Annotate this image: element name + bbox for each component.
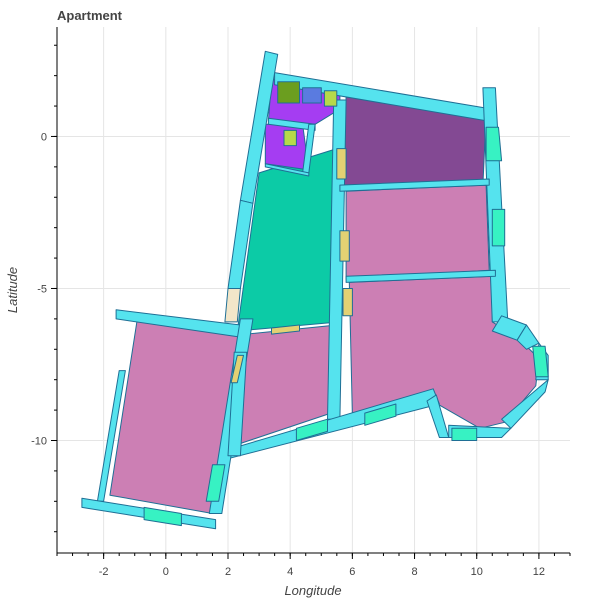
x-tick-label: 2 [225,566,231,578]
door-door-mid-y1 [336,148,347,180]
door-door-yellow-left [230,354,244,384]
y-tick-label: -10 [31,436,47,448]
door-door-mid-y2 [339,230,350,262]
wall-wall-mid-h2 [345,269,496,283]
door-door-bottom-left [143,506,182,527]
y-tick-label: -5 [37,283,47,295]
room-room-middle-right [345,184,490,280]
door-door-south-2 [364,403,397,426]
door-door-south-1 [295,418,328,441]
x-tick-label: 8 [411,566,417,578]
wall-wall-bay-6 [426,394,450,438]
door-door-top-green [277,81,300,104]
x-tick-label: -2 [99,566,109,578]
door-door-inner-yellow [283,129,297,147]
axes: -2 0 2 4 6 8 10 12 -10 -5 0 [31,27,571,578]
door-door-yellow-bottom [271,324,300,335]
door-door-left-lower [205,464,226,502]
chart-title: Apartment [57,8,123,23]
wall-wall-purple-inner [267,117,316,131]
door-door-bay [532,345,549,378]
x-tick-label: 0 [163,566,169,578]
x-tick-label: 4 [287,566,293,578]
x-axis-label: Longitude [284,583,341,598]
x-tick-label: 6 [349,566,355,578]
wall-wall-purple-bottom [264,163,310,177]
door-door-top-yellow [323,90,338,107]
x-tick-label: 12 [533,566,545,578]
door-door-mid-y3 [342,288,353,317]
floorplan-shapes [81,50,549,530]
door-door-east-2 [491,208,506,247]
door-door-south-3 [451,427,478,441]
y-tick-label: 0 [41,131,47,143]
door-door-top-blue [302,87,322,104]
wall-wall-mid-h1 [339,178,490,192]
y-axis-label: Latitude [5,267,20,313]
door-door-west-beige [224,288,241,323]
door-door-east-1 [485,126,503,162]
x-tick-label: 10 [471,566,483,578]
wall-wall-bay-2 [516,324,540,350]
